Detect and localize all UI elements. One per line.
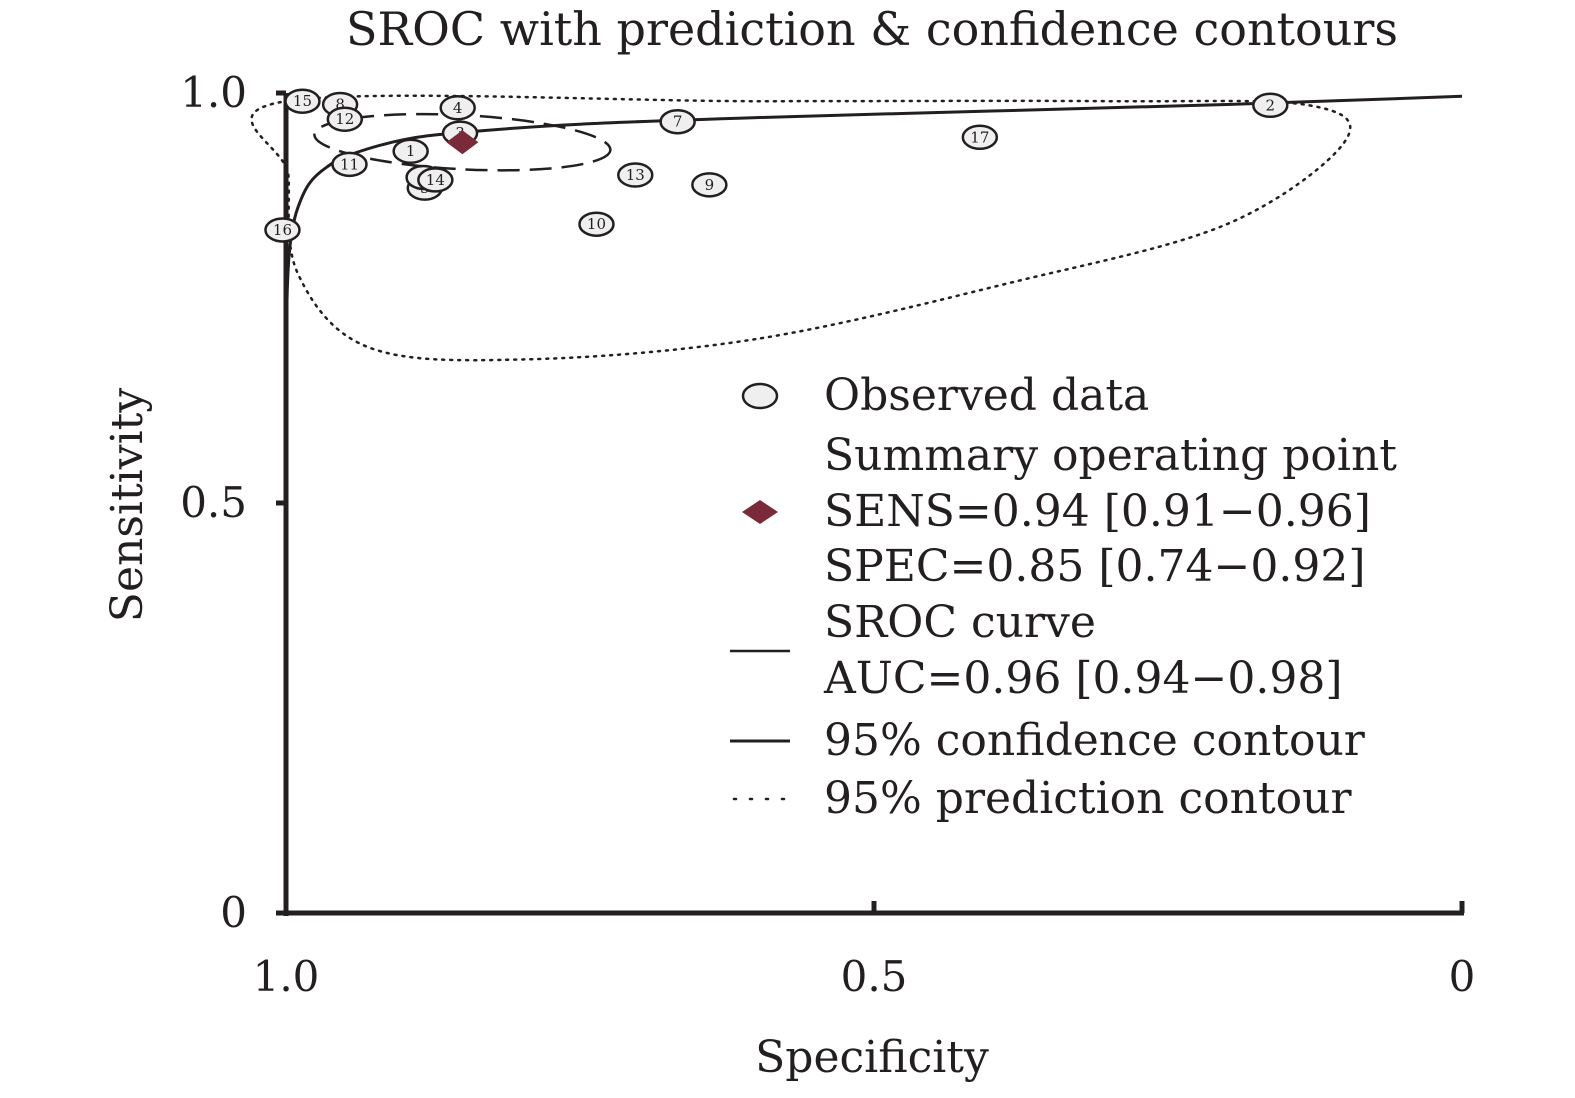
legend-label: SPEC=0.85 [0.74−0.92]	[824, 541, 1366, 592]
observed-data-point: 10	[578, 211, 615, 237]
legend-entry: 95% prediction contour	[732, 773, 1352, 824]
observed-data-marker	[284, 88, 321, 114]
observed-data-point: 2	[1252, 92, 1289, 119]
summary-operating-point	[446, 130, 479, 155]
y-axis-label: Sensitivity	[102, 388, 153, 623]
observed-data-point: 13	[617, 162, 654, 188]
observed-data-marker	[439, 95, 476, 121]
observed-data-point: 15	[284, 88, 321, 114]
prediction-contour	[250, 94, 1352, 362]
observed-data-marker	[392, 138, 429, 164]
observed-data-label: 15	[293, 92, 312, 110]
observed-data-label: 11	[340, 155, 359, 173]
sroc-curve	[284, 94, 1463, 914]
observed-data-points: 1234567891011121314151617	[264, 88, 1289, 243]
observed-data-marker	[578, 211, 615, 237]
observed-data-point: 11	[331, 151, 368, 178]
legend-entry: 95% confidence contour	[730, 715, 1366, 766]
legend-entry: Observed data	[741, 370, 1149, 421]
observed-data-marker	[691, 172, 728, 198]
observed-data-label: 16	[273, 221, 292, 239]
observed-data-point: 16	[264, 217, 301, 243]
observed-data-marker	[659, 108, 696, 135]
observed-data-marker	[961, 124, 999, 151]
observed-data-point: 14	[417, 167, 454, 193]
observed-data-point: 4	[439, 95, 476, 121]
observed-data-marker	[1252, 92, 1289, 119]
legend-label: Summary operating point	[824, 430, 1397, 481]
x-axis-label: Specificity	[755, 1032, 989, 1083]
observed-data-point: 9	[691, 172, 728, 198]
legend-label: Observed data	[824, 370, 1149, 421]
observed-data-point: 12	[326, 106, 364, 132]
observed-data-marker	[326, 106, 364, 132]
x-tick-label: 0.5	[841, 952, 908, 1001]
observed-data-label: 10	[587, 215, 606, 233]
legend-label: SENS=0.94 [0.91−0.96]	[824, 486, 1371, 537]
observed-data-point: 1	[392, 138, 429, 164]
legend-label: AUC=0.96 [0.94−0.98]	[823, 653, 1342, 704]
observed-data-label: 2	[1266, 96, 1276, 114]
legend-diamond-symbol	[742, 500, 778, 524]
legend-label: 95% confidence contour	[824, 715, 1366, 766]
y-tick-label: 0.5	[180, 478, 247, 527]
observed-data-marker	[417, 167, 454, 193]
observed-data-label: 13	[626, 166, 645, 184]
observed-data-marker	[264, 217, 301, 243]
observed-data-point: 7	[659, 108, 696, 135]
observed-data-label: 12	[335, 110, 354, 128]
observed-data-label: 9	[705, 176, 715, 194]
observed-data-label: 14	[426, 171, 445, 189]
observed-data-label: 7	[673, 113, 683, 131]
observed-data-marker	[331, 151, 368, 178]
legend-label: 95% prediction contour	[824, 773, 1352, 824]
chart-title: SROC with prediction & confidence contou…	[346, 2, 1398, 56]
x-tick-label: 1.0	[253, 952, 320, 1001]
observed-data-label: 4	[453, 99, 463, 117]
legend: Observed data Summary operating pointSENS…	[730, 370, 1397, 824]
axes: 1.00.501.0 0.5 0	[180, 68, 1475, 1001]
observed-data-label: 17	[970, 128, 989, 146]
y-tick-label: 0	[220, 888, 247, 937]
observed-data-marker	[617, 162, 654, 188]
legend-label: SROC curve	[824, 597, 1096, 648]
observed-data-label: 8	[335, 95, 345, 113]
observed-data-point: 17	[961, 124, 999, 151]
legend-ellipse-symbol	[741, 382, 779, 410]
y-tick-label: 1.0	[180, 68, 247, 117]
observed-data-label: 1	[406, 142, 416, 160]
x-tick-label: 0	[1449, 952, 1476, 1001]
